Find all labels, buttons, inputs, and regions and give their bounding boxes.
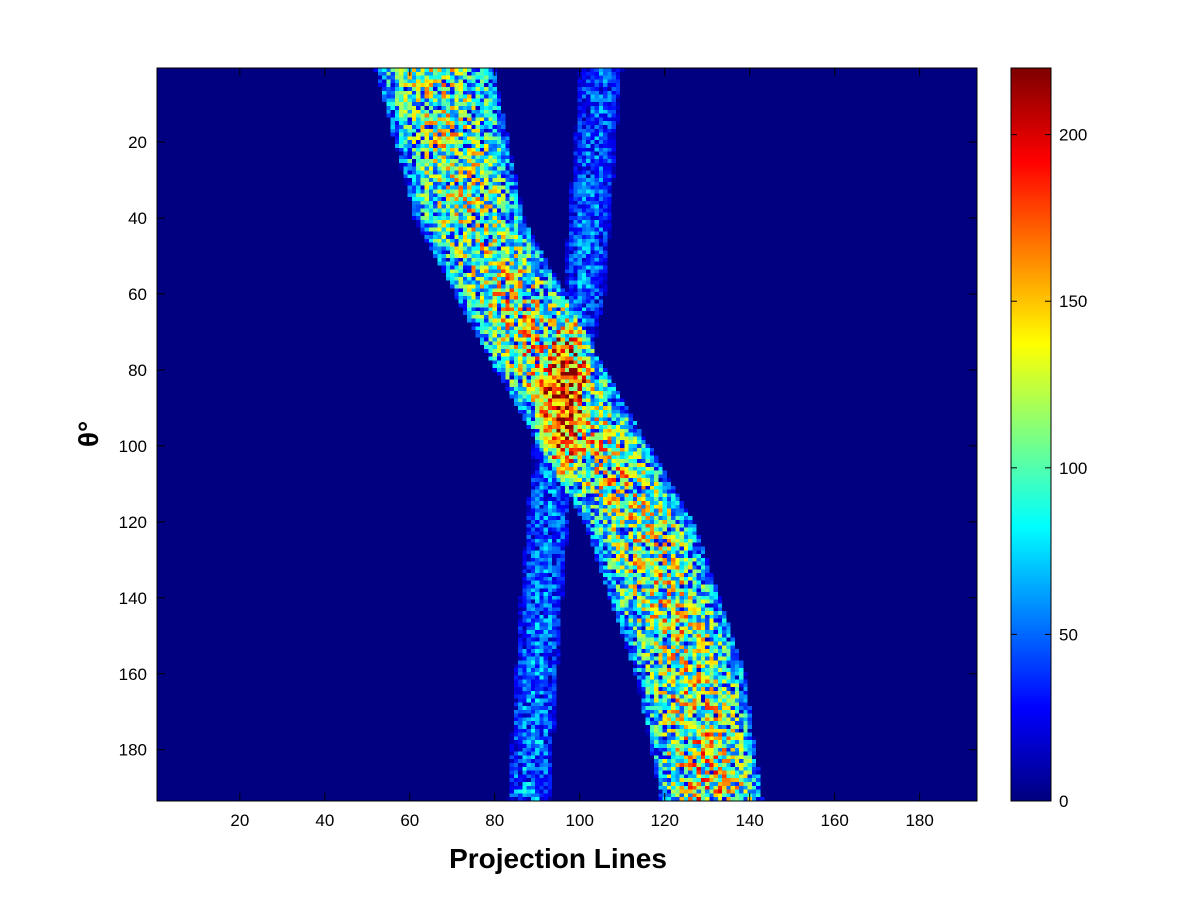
x-tick-label: 60: [400, 811, 419, 830]
colorbar-tick-label: 0: [1059, 792, 1068, 811]
colorbar-tick-label: 200: [1059, 126, 1087, 145]
x-tick-label: 120: [651, 811, 679, 830]
colorbar-tick-label: 50: [1059, 625, 1078, 644]
heatmap-image: [157, 68, 977, 801]
colorbar-tick-label: 100: [1059, 459, 1087, 478]
y-tick-label: 80: [128, 361, 147, 380]
colorbar-frame: [1010, 67, 1052, 802]
x-axis-title: Projection Lines: [449, 843, 667, 874]
y-tick-label: 40: [128, 209, 147, 228]
x-tick-label: 100: [566, 811, 594, 830]
y-axis-title: θ°: [73, 421, 104, 447]
colorbar-tick-label: 150: [1059, 292, 1087, 311]
y-tick-label: 160: [119, 665, 147, 684]
y-tick-label: 60: [128, 285, 147, 304]
y-axis-ticks: 20 40 60 80 100 120 140 160 180: [119, 133, 977, 760]
colorbar-ticks: 0 50 100 150 200: [1011, 126, 1087, 811]
x-tick-label: 160: [820, 811, 848, 830]
colorbar: [1011, 68, 1051, 801]
y-tick-label: 120: [119, 513, 147, 532]
x-tick-label: 180: [905, 811, 933, 830]
x-tick-label: 140: [736, 811, 764, 830]
plot-frame: [156, 67, 978, 802]
y-tick-label: 180: [119, 741, 147, 760]
x-tick-label: 20: [230, 811, 249, 830]
y-tick-label: 140: [119, 589, 147, 608]
y-tick-label: 20: [128, 133, 147, 152]
x-tick-label: 80: [485, 811, 504, 830]
y-tick-label: 100: [119, 437, 147, 456]
x-axis-ticks: 20 40 60 80 100 120 140 160 180: [230, 68, 934, 830]
x-tick-label: 40: [315, 811, 334, 830]
